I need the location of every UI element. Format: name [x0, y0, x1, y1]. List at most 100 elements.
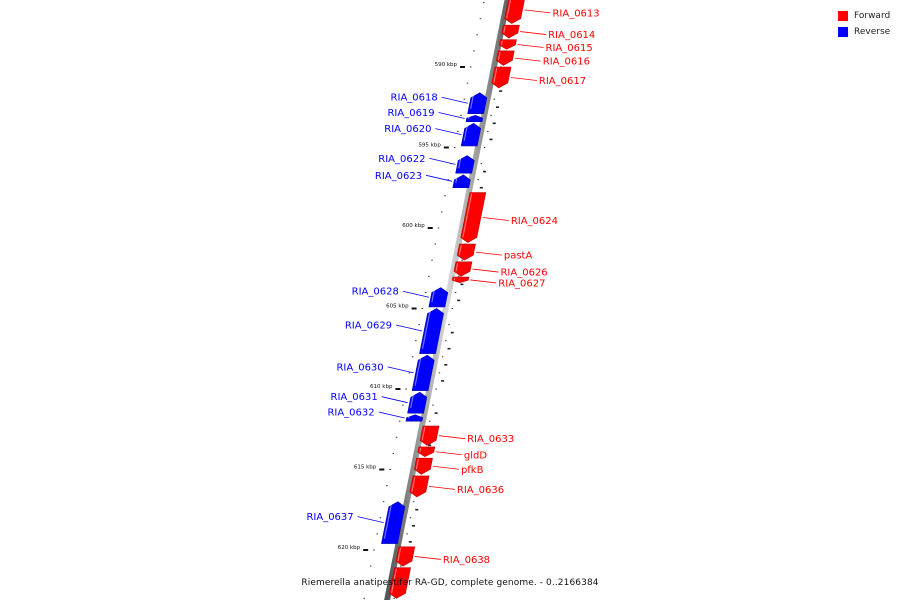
minor-tick-left — [386, 485, 388, 487]
forward-label: Forward — [854, 11, 891, 21]
gene-RIA_0637: RIA_0637 — [306, 501, 406, 544]
gene-RIA_0629: RIA_0629 — [345, 308, 444, 354]
gene-leader-line — [378, 411, 405, 419]
gene-arrow — [456, 243, 476, 261]
right-tick — [499, 90, 503, 92]
right-tick — [450, 331, 454, 334]
minor-tick-right — [448, 324, 450, 326]
gene-label: RIA_0628 — [352, 287, 399, 298]
gene-highlight — [470, 93, 475, 109]
gene-label: RIA_0620 — [384, 124, 431, 135]
gene-arrow — [455, 155, 475, 174]
gene-leader-line — [470, 279, 497, 284]
gene-label: pfkB — [461, 465, 484, 476]
backbone-strand — [384, 0, 511, 600]
gene-label: RIA_0624 — [511, 216, 558, 227]
gene-arrow — [465, 114, 484, 123]
minor-tick-left — [466, 82, 469, 84]
major-tick — [427, 227, 433, 229]
gene-label: RIA_0632 — [327, 407, 374, 418]
right-tick — [492, 122, 496, 125]
right-tick — [434, 412, 438, 414]
gene-RIA_0617: RIA_0617 — [491, 66, 586, 89]
right-tick — [408, 541, 412, 543]
minor-tick-right — [441, 356, 444, 358]
minor-tick-left — [453, 147, 456, 148]
minor-tick-left — [460, 114, 462, 116]
minor-tick-left — [408, 372, 411, 374]
gene-arrow — [419, 425, 440, 446]
minor-tick-left — [379, 517, 382, 519]
reverse-swatch — [838, 27, 848, 37]
forward-swatch — [838, 11, 848, 21]
gene-highlight — [497, 51, 501, 61]
gene-highlight — [414, 356, 422, 386]
gene-highlight — [407, 415, 410, 419]
gene-arrow — [419, 308, 444, 354]
gene-label: RIA_0629 — [345, 321, 392, 332]
legend: Forward Reverse — [838, 9, 890, 41]
gene-arrow — [428, 287, 449, 308]
gene-arrow — [389, 567, 411, 599]
gene-highlight — [458, 244, 462, 256]
minor-tick-right — [487, 130, 489, 132]
tick-label: 615 kbp — [354, 465, 377, 471]
minor-tick-left — [389, 469, 391, 470]
gene-leader-line — [435, 451, 462, 456]
minor-tick-right — [435, 388, 437, 390]
minor-tick-left — [395, 436, 398, 438]
gene-leader-line — [510, 77, 537, 81]
gene-RIA_0633: RIA_0633 — [419, 425, 514, 446]
minor-tick-left — [373, 549, 375, 551]
gene-arrow — [460, 122, 482, 147]
gene-leader-line — [435, 128, 462, 136]
gene-label: RIA_0622 — [378, 154, 425, 165]
gene-highlight — [506, 0, 512, 19]
gene-RIA_0614: RIA_0614 — [501, 24, 595, 41]
gene-label: pastA — [504, 251, 533, 262]
gene-RIA_0613: RIA_0613 — [504, 0, 600, 24]
gene-leader-line — [402, 290, 429, 298]
minor-tick-left — [366, 581, 369, 583]
gene-highlight — [458, 156, 462, 169]
minor-tick-right — [393, 597, 395, 599]
gene-leader-line — [428, 486, 455, 490]
minor-tick-left — [402, 404, 404, 406]
minor-tick-left — [398, 420, 401, 422]
gene-arrow — [381, 501, 406, 544]
minor-tick-left — [470, 66, 472, 68]
gene-highlight — [419, 447, 422, 453]
gene-leader-line — [520, 31, 547, 35]
gene-label: RIA_0615 — [546, 43, 593, 54]
minor-tick-right — [451, 308, 454, 309]
minor-tick-right — [483, 147, 486, 148]
gene-gldD: gldD — [417, 446, 487, 461]
right-tick — [479, 186, 483, 189]
tick-label: 620 kbp — [338, 545, 361, 551]
gene-highlight — [410, 393, 415, 409]
gene-RIA_0638: RIA_0638 — [395, 546, 490, 567]
minor-tick-right — [445, 340, 447, 342]
gene-label: RIA_0617 — [539, 76, 586, 87]
gene-RIA_0631: RIA_0631 — [331, 391, 428, 414]
tick-label: 605 kbp — [386, 304, 409, 310]
gene-highlight — [462, 193, 473, 238]
minor-tick-right — [477, 179, 479, 181]
gene-highlight — [390, 568, 397, 594]
major-tick — [363, 549, 369, 551]
gene-RIA_0630: RIA_0630 — [336, 354, 435, 391]
sequence-backbone — [384, 0, 511, 600]
gene-label: RIA_0636 — [457, 485, 504, 496]
gene-highlight — [463, 124, 469, 142]
minor-tick-left — [411, 356, 414, 358]
minor-tick-left — [376, 533, 378, 535]
genome-caption: Riemerella anatipestifer RA-GD, complete… — [301, 578, 599, 588]
gene-leader-line — [524, 9, 551, 14]
minor-tick-right — [458, 275, 460, 277]
gene-leader-line — [387, 366, 414, 374]
gene-label: RIA_0619 — [387, 108, 434, 119]
minor-tick-left — [369, 565, 372, 567]
minor-tick-left — [363, 597, 365, 599]
gene-label: RIA_0633 — [467, 434, 514, 445]
minor-tick-left — [382, 501, 385, 503]
